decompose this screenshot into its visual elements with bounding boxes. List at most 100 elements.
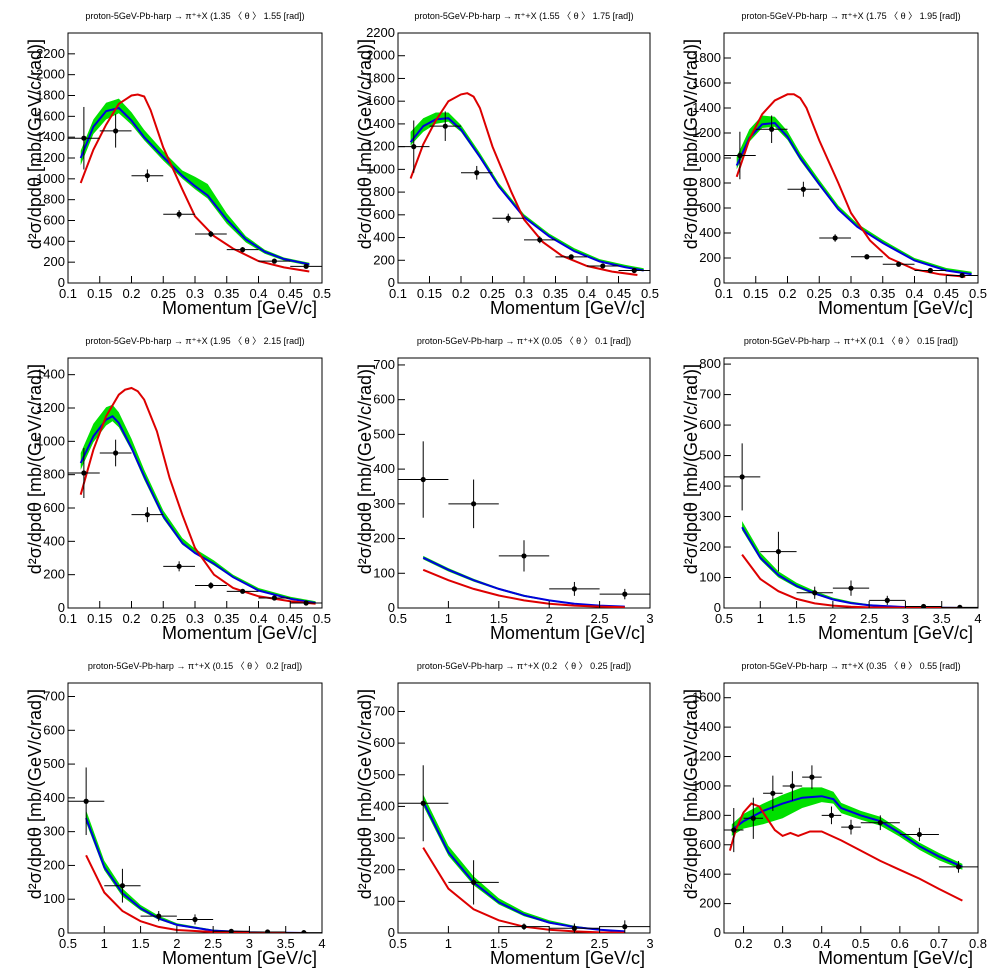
x-tick-label: 0.5: [852, 936, 870, 951]
marker: [884, 597, 890, 603]
marker: [264, 929, 271, 933]
y-tick-label: 0: [388, 925, 395, 940]
y-tick-label: 800: [699, 807, 721, 822]
data-point: [398, 765, 449, 842]
chart-panel-5: proton-5GeV-Pb-harp → π⁺+X (0.05 〈 θ 〉 0…: [355, 336, 654, 643]
y-tick-label: 300: [373, 496, 395, 511]
chart-title: proton-5GeV-Pb-harp → π⁺+X (0.2 〈 θ 〉 0.…: [417, 661, 631, 671]
data-point: [946, 272, 978, 279]
data-point: [448, 860, 499, 905]
y-tick-label: 1600: [366, 93, 395, 108]
marker: [271, 595, 277, 601]
marker: [750, 815, 756, 821]
y-tick-label: 400: [43, 533, 65, 548]
chart-panel-9: proton-5GeV-Pb-harp → π⁺+X (0.35 〈 θ 〉 0…: [681, 661, 987, 968]
plot-area: [68, 93, 322, 273]
data-point: [832, 580, 870, 596]
data-point: [821, 806, 842, 825]
data-point: [163, 210, 195, 219]
y-tick-label: 1000: [692, 778, 721, 793]
plot-area: [398, 765, 650, 933]
marker: [568, 254, 574, 260]
x-tick-label: 0.45: [606, 286, 631, 301]
x-axis-label: Momentum [GeV/c]: [490, 623, 645, 643]
x-tick-label: 0.25: [151, 286, 176, 301]
marker: [848, 824, 854, 830]
blue-curve: [741, 526, 964, 608]
data-point: [938, 860, 978, 873]
marker: [81, 470, 87, 476]
chart-panel-7: proton-5GeV-Pb-harp → π⁺+X (0.15 〈 θ 〉 0…: [25, 661, 326, 968]
x-tick-label: 0.2: [122, 286, 140, 301]
x-tick-label: 3: [646, 611, 653, 626]
data-point: [796, 586, 833, 599]
y-tick-label: 0: [388, 275, 395, 290]
marker: [957, 604, 963, 608]
data-point: [599, 920, 650, 933]
x-tick-label: 0.15: [87, 286, 112, 301]
marker: [896, 261, 902, 267]
plot-frame: [67, 357, 323, 609]
y-tick-label: 100: [373, 565, 395, 580]
y-axis-label: d²σ/dpdθ [mb/(GeV/c/rad)]: [25, 39, 45, 249]
chart-panel-6: proton-5GeV-Pb-harp → π⁺+X (0.1 〈 θ 〉 0.…: [681, 336, 982, 643]
y-tick-label: 100: [43, 891, 65, 906]
x-axis-label: Momentum [GeV/c]: [162, 948, 317, 968]
y-tick-label: 100: [699, 570, 721, 585]
x-tick-label: 0.15: [87, 611, 112, 626]
x-tick-label: 0.35: [543, 286, 568, 301]
y-tick-label: 0: [388, 600, 395, 615]
marker: [144, 173, 150, 179]
data-point: [941, 604, 978, 608]
marker: [916, 831, 922, 838]
data-point: [819, 234, 851, 242]
x-tick-label: 3: [902, 611, 909, 626]
data-point: [914, 267, 947, 274]
x-tick-label: 3.5: [277, 936, 295, 951]
y-tick-label: 600: [43, 500, 65, 515]
y-tick-label: 2000: [36, 67, 65, 82]
y-tick-label: 300: [373, 830, 395, 845]
blue-curve: [409, 117, 644, 272]
data-point: [763, 775, 783, 811]
blue-curve: [79, 106, 310, 266]
plot-frame: [723, 357, 979, 609]
data-point: [429, 111, 461, 141]
x-tick-label: 2: [546, 611, 553, 626]
x-tick-label: 0.15: [417, 286, 442, 301]
y-tick-label: 0: [714, 275, 721, 290]
marker: [303, 263, 309, 269]
marker: [208, 231, 214, 237]
data-point: [498, 540, 550, 572]
green-band: [80, 98, 310, 266]
y-tick-label: 200: [43, 567, 65, 582]
y-tick-label: 1600: [692, 690, 721, 705]
y-tick-label: 200: [699, 539, 721, 554]
x-tick-label: 0.6: [891, 936, 909, 951]
chart-title: proton-5GeV-Pb-harp → π⁺+X (1.95 〈 θ 〉 2…: [85, 336, 304, 346]
chart-title: proton-5GeV-Pb-harp → π⁺+X (1.75 〈 θ 〉 1…: [741, 11, 960, 21]
x-tick-label: 1: [757, 611, 764, 626]
y-tick-label: 800: [373, 184, 395, 199]
marker: [471, 879, 477, 885]
data-point: [802, 765, 822, 789]
x-tick-label: 0.45: [278, 611, 303, 626]
data-point: [163, 561, 195, 572]
y-tick-label: 1400: [36, 129, 65, 144]
marker: [959, 272, 965, 279]
x-tick-label: 0.35: [214, 286, 239, 301]
data-point: [461, 165, 493, 180]
data-point: [549, 923, 600, 933]
data-point: [549, 581, 600, 596]
y-tick-label: 200: [373, 252, 395, 267]
data-point: [841, 819, 861, 835]
x-tick-label: 0.35: [870, 286, 895, 301]
data-point: [882, 261, 915, 267]
y-tick-label: 1600: [692, 75, 721, 90]
x-axis-label: Momentum [GeV/c]: [490, 298, 645, 318]
plot-frame: [723, 32, 979, 284]
y-tick-label: 1200: [366, 139, 395, 154]
marker: [828, 812, 835, 818]
x-tick-label: 0.5: [313, 611, 331, 626]
red-curve: [735, 93, 966, 278]
